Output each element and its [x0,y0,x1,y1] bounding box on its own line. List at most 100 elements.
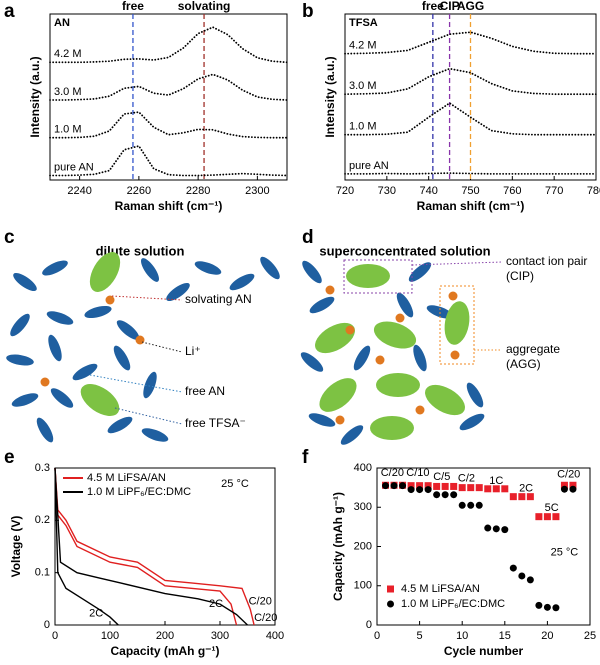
rate-label: 1C [489,475,503,487]
series-label: 4.2 M [349,40,377,52]
series-label: 4.2 M [54,48,82,60]
data-point [501,485,509,493]
data-point [569,485,577,493]
lithium-ion [450,350,460,360]
lithium-ion [40,377,50,387]
diagram-label: (CIP) [506,269,534,283]
solvent-molecule [194,261,222,275]
solvent-molecule [36,417,54,443]
data-point [450,491,458,499]
data-point [492,485,500,493]
solvent-molecule [72,363,98,381]
solvent-molecule [143,371,157,399]
data-point [552,604,560,612]
anion [370,416,414,440]
x-tick-label: 730 [378,185,396,197]
diagram-label: free AN [185,384,225,398]
discharge-curve [54,467,248,626]
solvent-molecule [141,428,169,442]
y-tick-label: 400 [354,462,372,474]
solvent-molecule [11,393,39,407]
data-point [552,513,560,521]
data-point [518,493,526,501]
spectrum [344,172,597,175]
diagram-label: free TFSA⁻ [185,416,246,430]
y-tick-label: 0.3 [35,462,50,474]
x-tick-label: 780 [587,185,600,197]
anion [373,321,417,349]
solvent-molecule [466,382,484,408]
x-tick-label: 0 [374,630,380,642]
x-tick-label: 100 [101,630,119,642]
rate-label: C/2 [458,473,475,485]
x-tick-label: 720 [336,185,354,197]
data-point [467,484,475,492]
data-point [433,482,441,490]
reference-label: free [422,0,444,13]
y-axis-title: Voltage (V) [9,516,23,578]
panel-letter: d [302,227,314,248]
solvent-molecule [13,272,37,292]
solvent-molecule [42,260,68,276]
lithium-ion [395,313,405,323]
y-tick-label: 0.1 [35,567,50,579]
solvent-molecule [302,260,322,284]
data-point [424,486,432,494]
data-point [543,513,551,521]
data-point [433,491,441,499]
series-label: pure AN [54,161,94,173]
data-point [484,485,492,493]
solvent-molecule [260,256,280,280]
y-axis-title: Intensity (a.u.) [28,56,42,137]
lithium-ion [135,335,145,345]
solvent-molecule [84,305,112,319]
series-label: pure AN [349,160,389,172]
data-point [501,526,509,534]
legend-swatch [387,600,394,608]
spectrum [344,102,597,136]
lithium-ion [325,285,335,295]
leader-line [111,295,183,301]
data-point [543,603,551,611]
data-point [407,486,415,494]
diagram-label: (AGG) [506,357,541,371]
spectrum [49,73,288,101]
data-point [535,513,543,521]
leader-line [141,341,183,353]
leader-line [89,374,183,393]
data-point [441,491,449,499]
y-tick-label: 0 [366,619,372,631]
x-tick-label: 5 [417,630,423,642]
anion [346,264,390,288]
solvent-molecule [140,258,160,282]
x-tick-label: 770 [545,185,563,197]
diagram-label: contact ion pair [506,254,587,268]
y-tick-label: 100 [354,580,372,592]
solvent-molecule [6,354,34,366]
discharge-curve [54,467,119,626]
series-label: 3.0 M [349,80,377,92]
solvent-molecule [113,345,131,371]
y-tick-label: 0.2 [35,514,50,526]
rate-label: 2C [519,482,533,494]
reference-label: free [122,0,144,13]
x-axis-title: Capacity (mAh g⁻¹) [110,644,219,658]
spectrum [49,111,288,139]
panel-letter: c [4,227,15,248]
diagram-label: aggregate [506,342,560,356]
lithium-ion [105,295,115,305]
panel-letter: a [4,1,15,22]
data-point [518,572,526,580]
y-tick-label: 200 [354,540,372,552]
legend-label: 1.0 M LiPF₆/EC:DMC [401,598,505,610]
x-tick-label: 2240 [67,185,91,197]
legend-label: 1.0 M LiPF₆/EC:DMC [87,486,191,498]
data-point [569,481,577,489]
x-tick-label: 760 [503,185,521,197]
rate-label: C/5 [433,471,450,483]
diagram-title: superconcentrated solution [319,243,490,258]
solvent-molecule [308,413,336,427]
leader-line [114,407,183,425]
data-point [458,501,466,509]
